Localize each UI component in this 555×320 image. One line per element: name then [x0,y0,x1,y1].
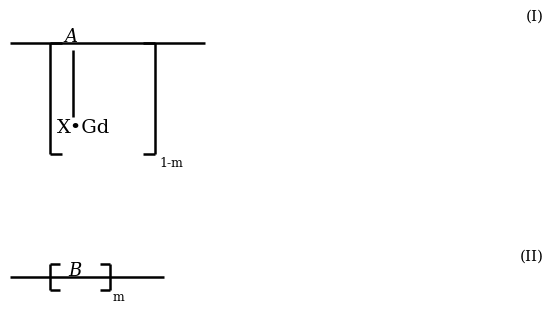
Text: A: A [64,28,77,46]
Text: 1-m: 1-m [160,157,184,171]
Text: B: B [68,262,82,280]
Text: m: m [112,291,124,304]
Text: (II): (II) [520,250,544,264]
Text: X•Gd: X•Gd [57,119,110,137]
Text: (I): (I) [526,10,544,24]
